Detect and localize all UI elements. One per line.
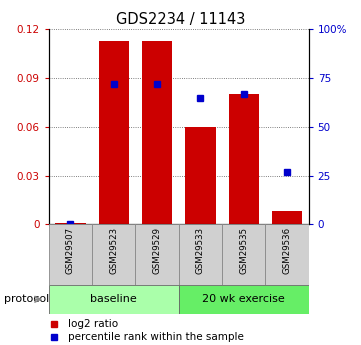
Bar (272, 211, 302, 224)
Text: log2 ratio: log2 ratio (68, 319, 118, 329)
Bar (99, 41, 129, 224)
Text: baseline: baseline (90, 294, 137, 304)
Text: 20 wk exercise: 20 wk exercise (202, 294, 285, 304)
Text: GSM29529: GSM29529 (153, 227, 161, 274)
Text: GSM29536: GSM29536 (283, 227, 291, 274)
Bar (55, 223, 86, 224)
Bar (185, 127, 216, 224)
Bar (222, 224, 265, 285)
Text: GSM29507: GSM29507 (66, 227, 75, 274)
Bar (49, 224, 92, 285)
Text: GSM29533: GSM29533 (196, 227, 205, 274)
Text: GSM29523: GSM29523 (109, 227, 118, 274)
Bar (135, 224, 179, 285)
Text: percentile rank within the sample: percentile rank within the sample (68, 332, 244, 342)
Bar (179, 224, 222, 285)
Text: protocol: protocol (4, 294, 49, 304)
Bar (49, 285, 179, 314)
Text: GDS2234 / 11143: GDS2234 / 11143 (116, 12, 245, 27)
Bar (179, 285, 309, 314)
Bar (92, 224, 135, 285)
Bar (229, 94, 259, 224)
Bar (265, 224, 309, 285)
Text: GSM29535: GSM29535 (239, 227, 248, 274)
Bar (142, 41, 172, 224)
